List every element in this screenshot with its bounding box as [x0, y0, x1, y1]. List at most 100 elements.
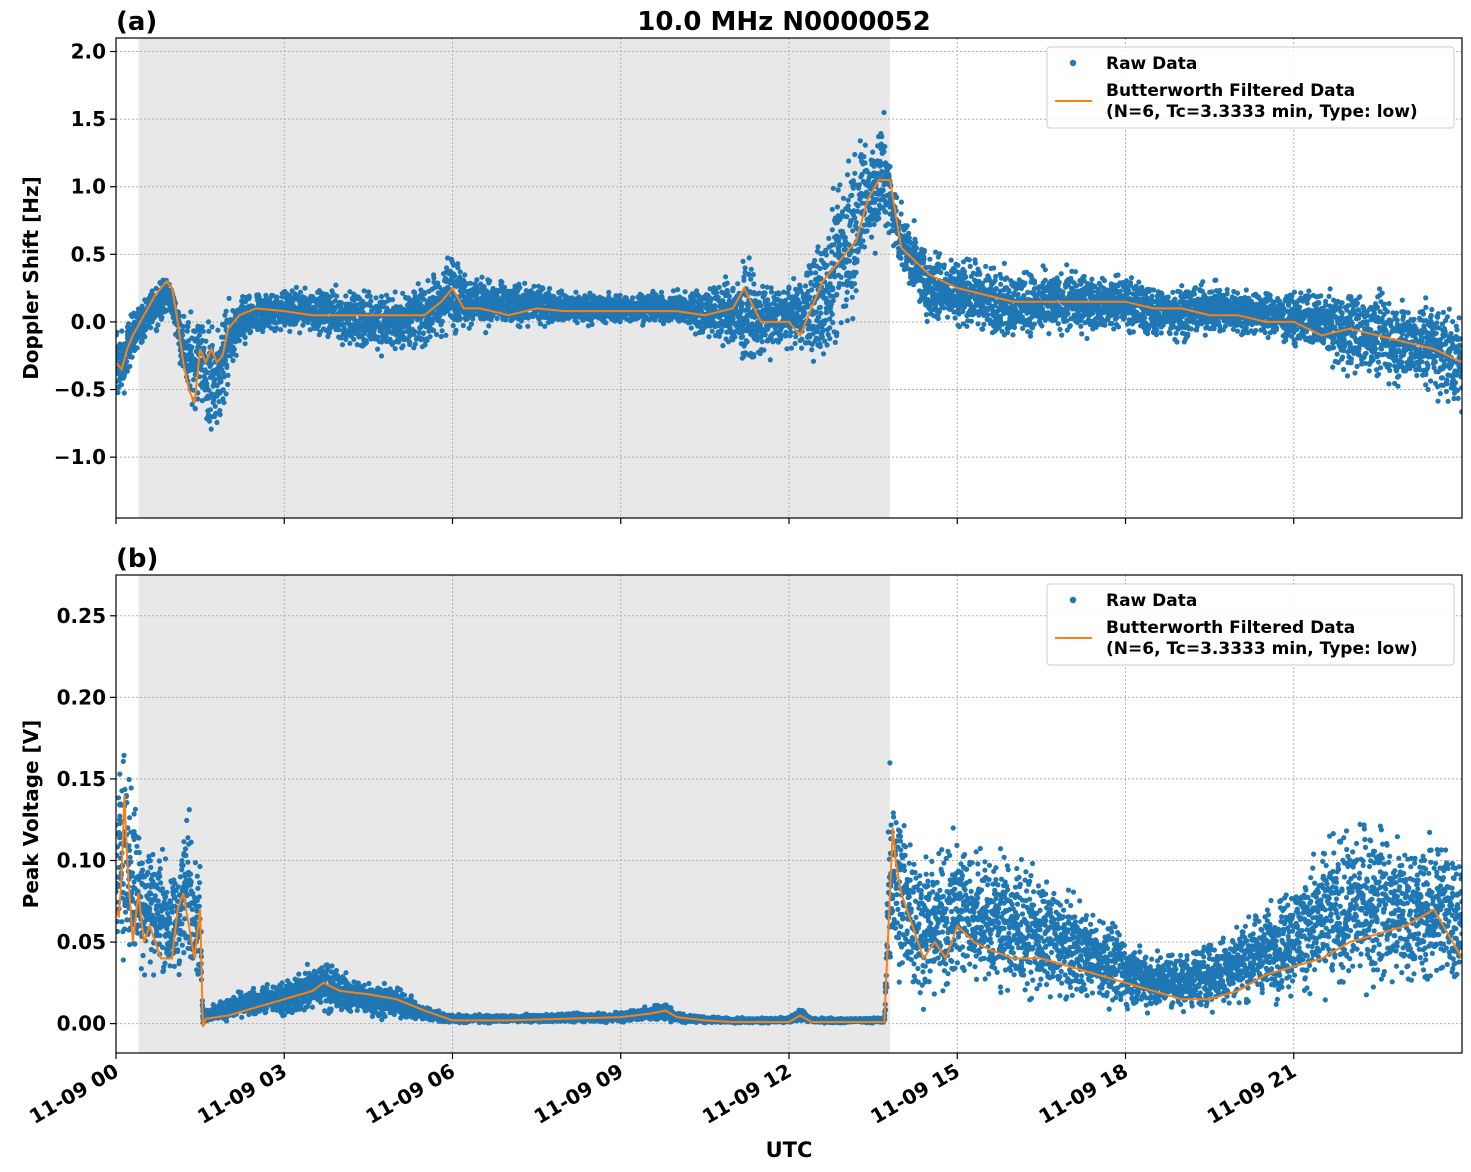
raw-data-point — [542, 323, 548, 329]
raw-data-point — [142, 334, 148, 340]
raw-data-point — [630, 295, 636, 301]
raw-data-point — [354, 342, 360, 348]
raw-data-point — [846, 258, 853, 264]
raw-data-point — [119, 328, 125, 334]
raw-data-point — [817, 265, 823, 272]
raw-data-point — [850, 316, 856, 322]
raw-data-point — [799, 345, 805, 351]
raw-data-point — [767, 357, 773, 363]
raw-data-point — [853, 269, 859, 276]
raw-data-point — [341, 325, 347, 331]
raw-data-point — [716, 284, 722, 290]
raw-data-point — [361, 288, 367, 294]
raw-data-point — [383, 292, 390, 298]
raw-data-point — [898, 199, 905, 205]
raw-data-point — [844, 172, 851, 178]
raw-data-point — [898, 211, 904, 217]
raw-data-point — [177, 313, 183, 319]
raw-data-point — [887, 164, 893, 170]
raw-data-point — [829, 311, 835, 317]
raw-data-point — [876, 210, 882, 216]
raw-data-point — [416, 330, 422, 336]
raw-data-point — [127, 363, 133, 369]
raw-data-point — [222, 312, 228, 318]
raw-data-point — [295, 293, 301, 299]
raw-data-point — [758, 303, 764, 309]
raw-data-point — [935, 315, 941, 322]
raw-data-point — [220, 387, 226, 393]
raw-data-point — [326, 329, 332, 335]
raw-data-point — [468, 294, 474, 300]
raw-data-point — [913, 239, 919, 246]
raw-data-point — [293, 284, 299, 290]
raw-data-point — [535, 283, 542, 289]
raw-data-point — [726, 293, 733, 299]
raw-data-point — [824, 262, 830, 268]
raw-data-point — [658, 289, 665, 295]
raw-data-point — [776, 291, 782, 297]
raw-data-point — [422, 342, 428, 348]
raw-data-point — [860, 238, 866, 244]
raw-data-point — [457, 269, 463, 275]
raw-data-point — [805, 302, 811, 308]
raw-data-point — [838, 320, 844, 326]
raw-data-point — [415, 281, 421, 287]
raw-data-point — [412, 341, 418, 347]
raw-data-point — [827, 336, 833, 342]
raw-data-point — [836, 241, 843, 247]
raw-data-point — [242, 334, 248, 340]
raw-data-point — [924, 318, 930, 324]
raw-data-point — [231, 346, 237, 352]
raw-data-point — [236, 338, 242, 344]
raw-data-point — [336, 327, 342, 333]
raw-data-point — [966, 257, 972, 263]
raw-data-point — [124, 359, 130, 365]
raw-data-point — [431, 275, 437, 281]
raw-data-point — [941, 262, 947, 268]
raw-data-point — [317, 320, 323, 326]
raw-data-point — [467, 280, 473, 286]
raw-data-point — [817, 343, 823, 350]
raw-data-point — [709, 328, 715, 334]
raw-data-point — [434, 331, 440, 338]
raw-data-point — [455, 261, 461, 267]
raw-data-point — [739, 300, 746, 306]
raw-data-point — [483, 288, 489, 294]
raw-data-point — [116, 329, 120, 335]
raw-data-point — [784, 346, 790, 352]
raw-data-point — [407, 333, 413, 339]
raw-data-point — [861, 154, 867, 160]
raw-data-point — [302, 285, 308, 291]
raw-data-point — [339, 342, 346, 348]
raw-data-point — [209, 342, 215, 349]
raw-data-point — [201, 345, 207, 351]
raw-data-point — [218, 379, 224, 385]
raw-data-point — [392, 289, 398, 295]
raw-data-point — [246, 293, 252, 299]
raw-data-point — [810, 358, 817, 364]
raw-data-point — [184, 328, 190, 334]
raw-data-point — [818, 310, 824, 316]
raw-data-point — [589, 321, 595, 327]
raw-data-point — [871, 221, 877, 227]
raw-data-point — [501, 284, 508, 290]
raw-data-point — [490, 312, 496, 319]
raw-data-point — [200, 328, 206, 334]
raw-data-point — [913, 245, 920, 251]
raw-data-point — [751, 281, 757, 287]
raw-data-point — [886, 173, 892, 179]
raw-data-point — [462, 272, 468, 278]
raw-data-point — [454, 278, 460, 284]
raw-data-point — [531, 283, 537, 289]
raw-data-point — [418, 287, 424, 293]
raw-data-point — [756, 290, 762, 296]
raw-data-point — [830, 185, 836, 191]
raw-data-point — [154, 328, 160, 334]
raw-data-point — [856, 182, 862, 188]
raw-data-point — [904, 223, 910, 229]
raw-data-point — [938, 269, 944, 276]
raw-data-point — [215, 327, 221, 333]
raw-data-point — [368, 298, 374, 304]
raw-data-point — [378, 293, 385, 300]
raw-data-point — [343, 293, 349, 299]
